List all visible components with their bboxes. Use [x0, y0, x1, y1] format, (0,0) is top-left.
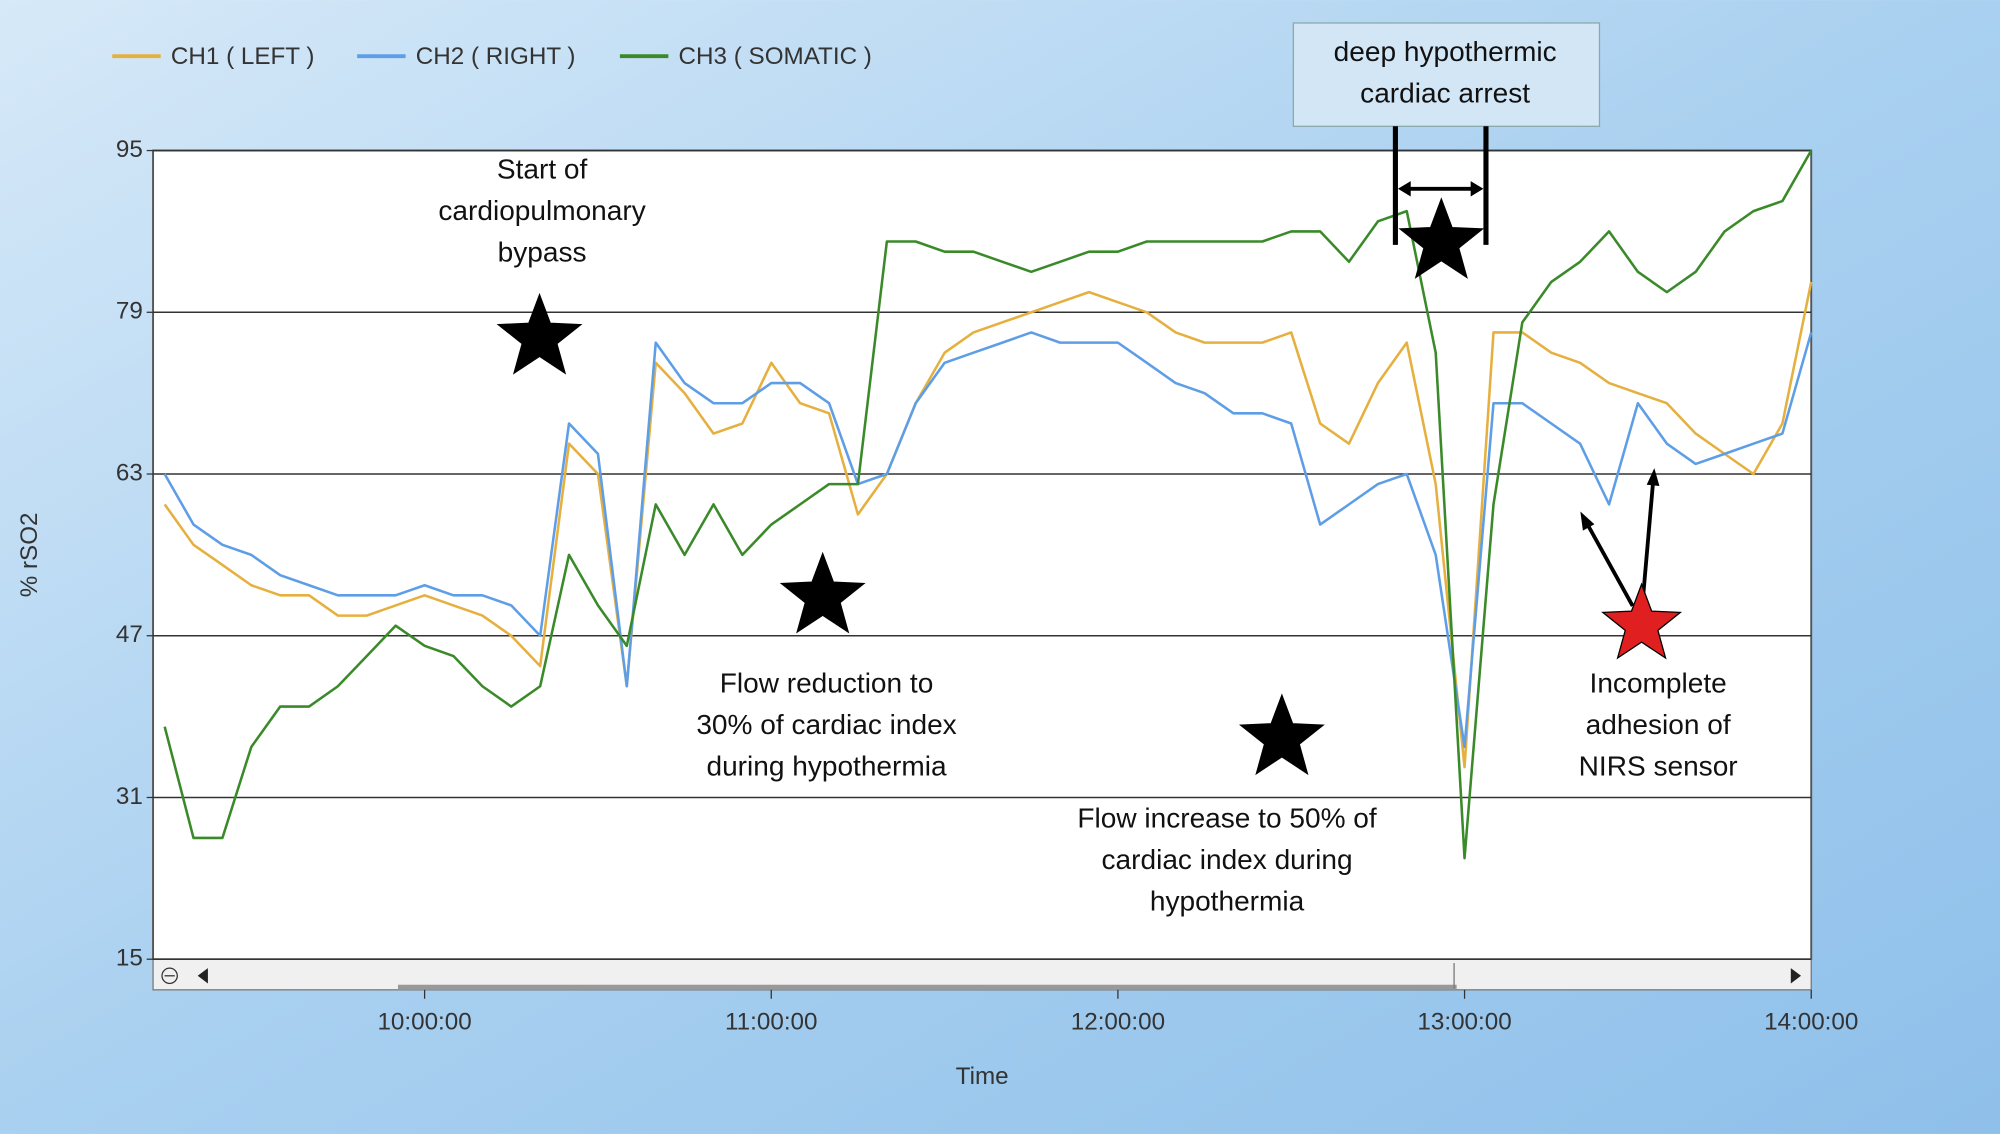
scroll-right[interactable] — [1790, 968, 1802, 984]
annotation-text: Incomplete — [1590, 667, 1727, 698]
legend-label: CH2 ( RIGHT ) — [416, 43, 576, 70]
annotation-text: Start of — [497, 153, 588, 184]
y-tick-label: 15 — [116, 945, 143, 972]
legend-label: CH3 ( SOMATIC ) — [679, 43, 872, 70]
annotation-text: Flow increase to 50% of — [1077, 803, 1377, 834]
annotation-text: cardiopulmonary — [438, 195, 645, 226]
scrollbar — [152, 958, 1812, 991]
y-tick-label: 79 — [116, 298, 143, 325]
grid — [146, 149, 1812, 999]
arrow — [1585, 522, 1635, 607]
series-lines — [163, 149, 1813, 860]
y-tick-label: 47 — [116, 621, 143, 648]
series-line — [163, 281, 1813, 769]
y-axis-label: % rSO2 — [16, 512, 43, 597]
star — [496, 292, 583, 375]
plot-area — [152, 149, 1813, 961]
scroll-left[interactable] — [197, 968, 208, 984]
x-tick-label: 10:00:00 — [377, 1008, 471, 1035]
x-tick-label: 13:00:00 — [1417, 1008, 1511, 1035]
series-line — [163, 149, 1813, 860]
y-tick-label: 63 — [116, 459, 143, 486]
scroll-thumb[interactable] — [397, 984, 1457, 990]
y-tick-label: 95 — [116, 136, 143, 163]
legend: CH1 ( LEFT ) CH2 ( RIGHT ) CH3 ( SOMATIC ) — [112, 43, 872, 70]
x-tick-label: 14:00:00 — [1764, 1008, 1858, 1035]
annotation-text: hypothermia — [1150, 886, 1305, 917]
star — [1601, 582, 1683, 660]
star — [1238, 693, 1325, 776]
annotation-box — [1292, 22, 1601, 127]
arrow-head — [1580, 511, 1595, 531]
annotation-text: NIRS sensor — [1579, 750, 1738, 781]
arrow-head — [1646, 468, 1660, 487]
zoom-button[interactable] — [161, 967, 178, 985]
annotation-text: deep hypothermic — [1334, 36, 1557, 67]
annotation-text: 30% of cardiac index — [696, 709, 956, 740]
annotations: Start of cardiopulmonary bypass Flow reduct… — [438, 22, 1738, 917]
annotation-text: bypass — [498, 236, 587, 267]
annotation-text: cardiac index during — [1102, 844, 1353, 875]
annotation-text: cardiac arrest — [1360, 77, 1530, 108]
y-tick-label: 31 — [116, 783, 143, 810]
x-tick-label: 11:00:00 — [725, 1008, 817, 1035]
annotation-text: Flow reduction to — [720, 667, 934, 698]
annotation-text: during hypothermia — [706, 750, 946, 781]
x-axis-label: Time — [956, 1063, 1009, 1090]
legend-label: CH1 ( LEFT ) — [171, 43, 315, 70]
star — [1398, 197, 1485, 279]
arrow — [1640, 482, 1655, 600]
series-line — [163, 331, 1813, 749]
star — [779, 551, 866, 634]
x-tick-label: 12:00:00 — [1071, 1008, 1165, 1035]
annotation-text: adhesion of — [1586, 709, 1731, 740]
